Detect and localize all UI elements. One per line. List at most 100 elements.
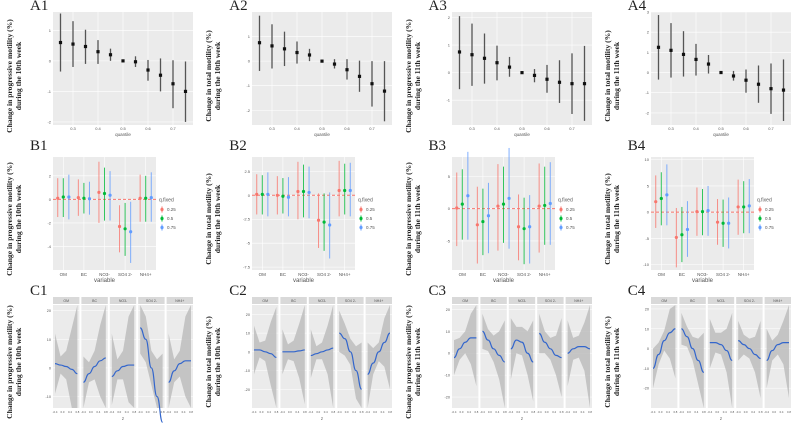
- y-axis-label-line: Change in total motility (%): [602, 172, 612, 265]
- y-tick-label: -1: [47, 89, 51, 94]
- y-tick-label: 0: [49, 366, 51, 370]
- confidence-ribbon: [83, 305, 106, 408]
- chart-svg: -7.5 -5 -2.5 0 2.5 OM BC NO3- SO4 2- NH4+ variable…: [243, 157, 376, 284]
- confidence-ribbon: [709, 312, 732, 408]
- facet-strip: [679, 297, 706, 304]
- x-tick-label: 0.0: [117, 410, 121, 414]
- x-axis-label: variable: [293, 278, 315, 284]
- data-point: [358, 74, 362, 78]
- x-axis-label: quantile: [713, 132, 729, 137]
- facet-2: [309, 305, 336, 408]
- data-point: [123, 227, 127, 231]
- facet-1: [280, 305, 308, 408]
- facet-label: BC: [491, 299, 496, 303]
- y-axis-label: Change in progressive motility (%) during…: [404, 305, 422, 419]
- x-axis-label: variable: [692, 278, 714, 284]
- y-tick-label: 10: [445, 330, 449, 334]
- data-point: [96, 50, 100, 54]
- legend-title: q.fixed: [358, 198, 373, 204]
- y-tick-label: 1: [647, 50, 650, 55]
- x-tick-label: 0.4: [153, 410, 157, 414]
- panel-label: B1: [30, 138, 48, 154]
- data-point: [769, 87, 773, 91]
- x-tick-label: 0.0: [459, 410, 463, 414]
- facet-label: SO4 2-: [345, 299, 357, 303]
- y-tick-label: 1: [248, 34, 251, 39]
- data-point: [58, 40, 63, 45]
- x-tick-label: NO3-: [99, 272, 110, 277]
- x-tick-label: -0.4: [138, 410, 143, 414]
- data-point: [656, 45, 660, 49]
- data-point: [695, 210, 699, 214]
- x-tick-label: 0.8: [702, 410, 706, 414]
- panel-label: A4: [627, 0, 647, 14]
- smooth-line: [766, 342, 789, 362]
- data-point: [71, 42, 75, 46]
- legend-key-point: [160, 207, 164, 212]
- data-point: [317, 218, 321, 222]
- x-tick-label: 0.4: [95, 126, 101, 131]
- legend-key-point: [758, 216, 762, 221]
- y-axis-label: Change in total motility (%) during the 1…: [204, 173, 222, 265]
- x-tick-label: 0.4: [751, 410, 755, 414]
- smooth-line: [510, 339, 533, 363]
- x-tick-label: 0.6: [344, 126, 350, 131]
- x-tick-label: -0.4: [365, 410, 370, 414]
- y-tick-label: -5: [247, 241, 251, 246]
- legend-title: q.fixed: [757, 198, 772, 204]
- x-tick-label: 0.8: [132, 410, 136, 414]
- data-point: [67, 195, 71, 199]
- y-axis-label-line: Change in progressive motility (%): [5, 19, 14, 133]
- data-point: [82, 196, 86, 200]
- data-point: [83, 44, 88, 49]
- facet-label: SO4 2-: [544, 299, 556, 303]
- data-point: [454, 206, 458, 210]
- facet-0: [650, 305, 678, 408]
- panel-label: C1: [30, 283, 48, 299]
- x-tick-label: 0.8: [75, 410, 79, 414]
- chart-svg: -2 -1 0 1 0.3 0.4 0.5 0.6 0.7 quantile: [47, 12, 193, 137]
- y-tick-label: -10: [46, 395, 52, 399]
- data-point: [138, 196, 142, 200]
- x-tick-label: 0.4: [694, 410, 698, 414]
- data-point: [87, 197, 92, 201]
- data-point: [56, 196, 60, 200]
- confidence-ribbon: [652, 305, 676, 389]
- facet-label: NH4+: [574, 299, 583, 303]
- facet-strip: [166, 297, 193, 304]
- y-axis-label: Change in progressive motility (%) during…: [5, 162, 23, 276]
- data-point: [258, 41, 262, 45]
- y-tick-label: 0: [647, 70, 650, 75]
- data-point: [97, 190, 101, 194]
- data-point: [582, 82, 586, 86]
- facet-label: BC: [92, 299, 97, 303]
- y-axis-label-line: Change in progressive motility (%): [5, 161, 14, 276]
- legend-key-point: [160, 216, 164, 221]
- x-tick-label: 0.0: [89, 410, 93, 414]
- legend-label: 0.25: [566, 207, 575, 212]
- y-tick-label: -5: [645, 236, 649, 241]
- facet-2: [109, 305, 137, 408]
- data-point: [706, 209, 710, 213]
- x-tick-label: 0.0: [317, 410, 321, 414]
- facet-label: OM: [263, 299, 269, 303]
- data-point: [308, 53, 312, 57]
- y-axis-label-line: Change in progressive motility (%): [403, 161, 413, 276]
- data-point: [345, 68, 349, 72]
- y-tick-label: 5: [647, 183, 650, 188]
- y-tick-label: 20: [445, 308, 449, 312]
- x-tick-label: 0.8: [758, 410, 762, 414]
- x-tick-label: 0.4: [294, 126, 300, 131]
- data-point: [296, 189, 300, 194]
- x-tick-label: NH4+: [538, 272, 550, 277]
- x-axis-label: z: [321, 416, 324, 421]
- y-axis-label-line: during the 10th week: [14, 327, 23, 396]
- data-point: [685, 227, 689, 232]
- confidence-ribbon: [453, 305, 476, 387]
- facet-label: NH4+: [773, 299, 782, 303]
- data-point: [121, 59, 125, 63]
- y-tick-label: -1: [645, 90, 649, 95]
- x-tick-label: 0.3: [668, 126, 674, 131]
- x-axis-label: variable: [492, 278, 514, 284]
- x-axis-label: quantile: [514, 132, 530, 137]
